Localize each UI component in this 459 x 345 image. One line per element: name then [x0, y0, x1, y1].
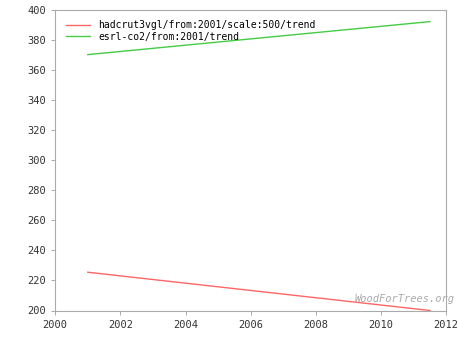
- esrl-co2/from:2001/trend: [287, 33, 292, 37]
- Line: hadcrut3vgl/from:2001/scale:500/trend: hadcrut3vgl/from:2001/scale:500/trend: [88, 272, 429, 310]
- Legend: hadcrut3vgl/from:2001/scale:500/trend, esrl-co2/from:2001/trend: hadcrut3vgl/from:2001/scale:500/trend, e…: [64, 18, 317, 43]
- esrl-co2/from:2001/trend: [288, 33, 294, 37]
- hadcrut3vgl/from:2001/scale:500/trend: [287, 293, 292, 297]
- hadcrut3vgl/from:2001/scale:500/trend: [294, 294, 299, 298]
- hadcrut3vgl/from:2001/scale:500/trend: [85, 270, 90, 274]
- Line: esrl-co2/from:2001/trend: esrl-co2/from:2001/trend: [88, 22, 429, 55]
- esrl-co2/from:2001/trend: [394, 23, 400, 27]
- esrl-co2/from:2001/trend: [85, 52, 90, 57]
- esrl-co2/from:2001/trend: [373, 25, 378, 29]
- esrl-co2/from:2001/trend: [426, 20, 432, 24]
- hadcrut3vgl/from:2001/scale:500/trend: [86, 270, 91, 274]
- hadcrut3vgl/from:2001/scale:500/trend: [288, 293, 294, 297]
- hadcrut3vgl/from:2001/scale:500/trend: [394, 305, 400, 309]
- Text: WoodForTrees.org: WoodForTrees.org: [354, 295, 454, 305]
- esrl-co2/from:2001/trend: [86, 52, 91, 57]
- hadcrut3vgl/from:2001/scale:500/trend: [426, 308, 432, 313]
- hadcrut3vgl/from:2001/scale:500/trend: [373, 303, 378, 307]
- esrl-co2/from:2001/trend: [294, 32, 299, 37]
